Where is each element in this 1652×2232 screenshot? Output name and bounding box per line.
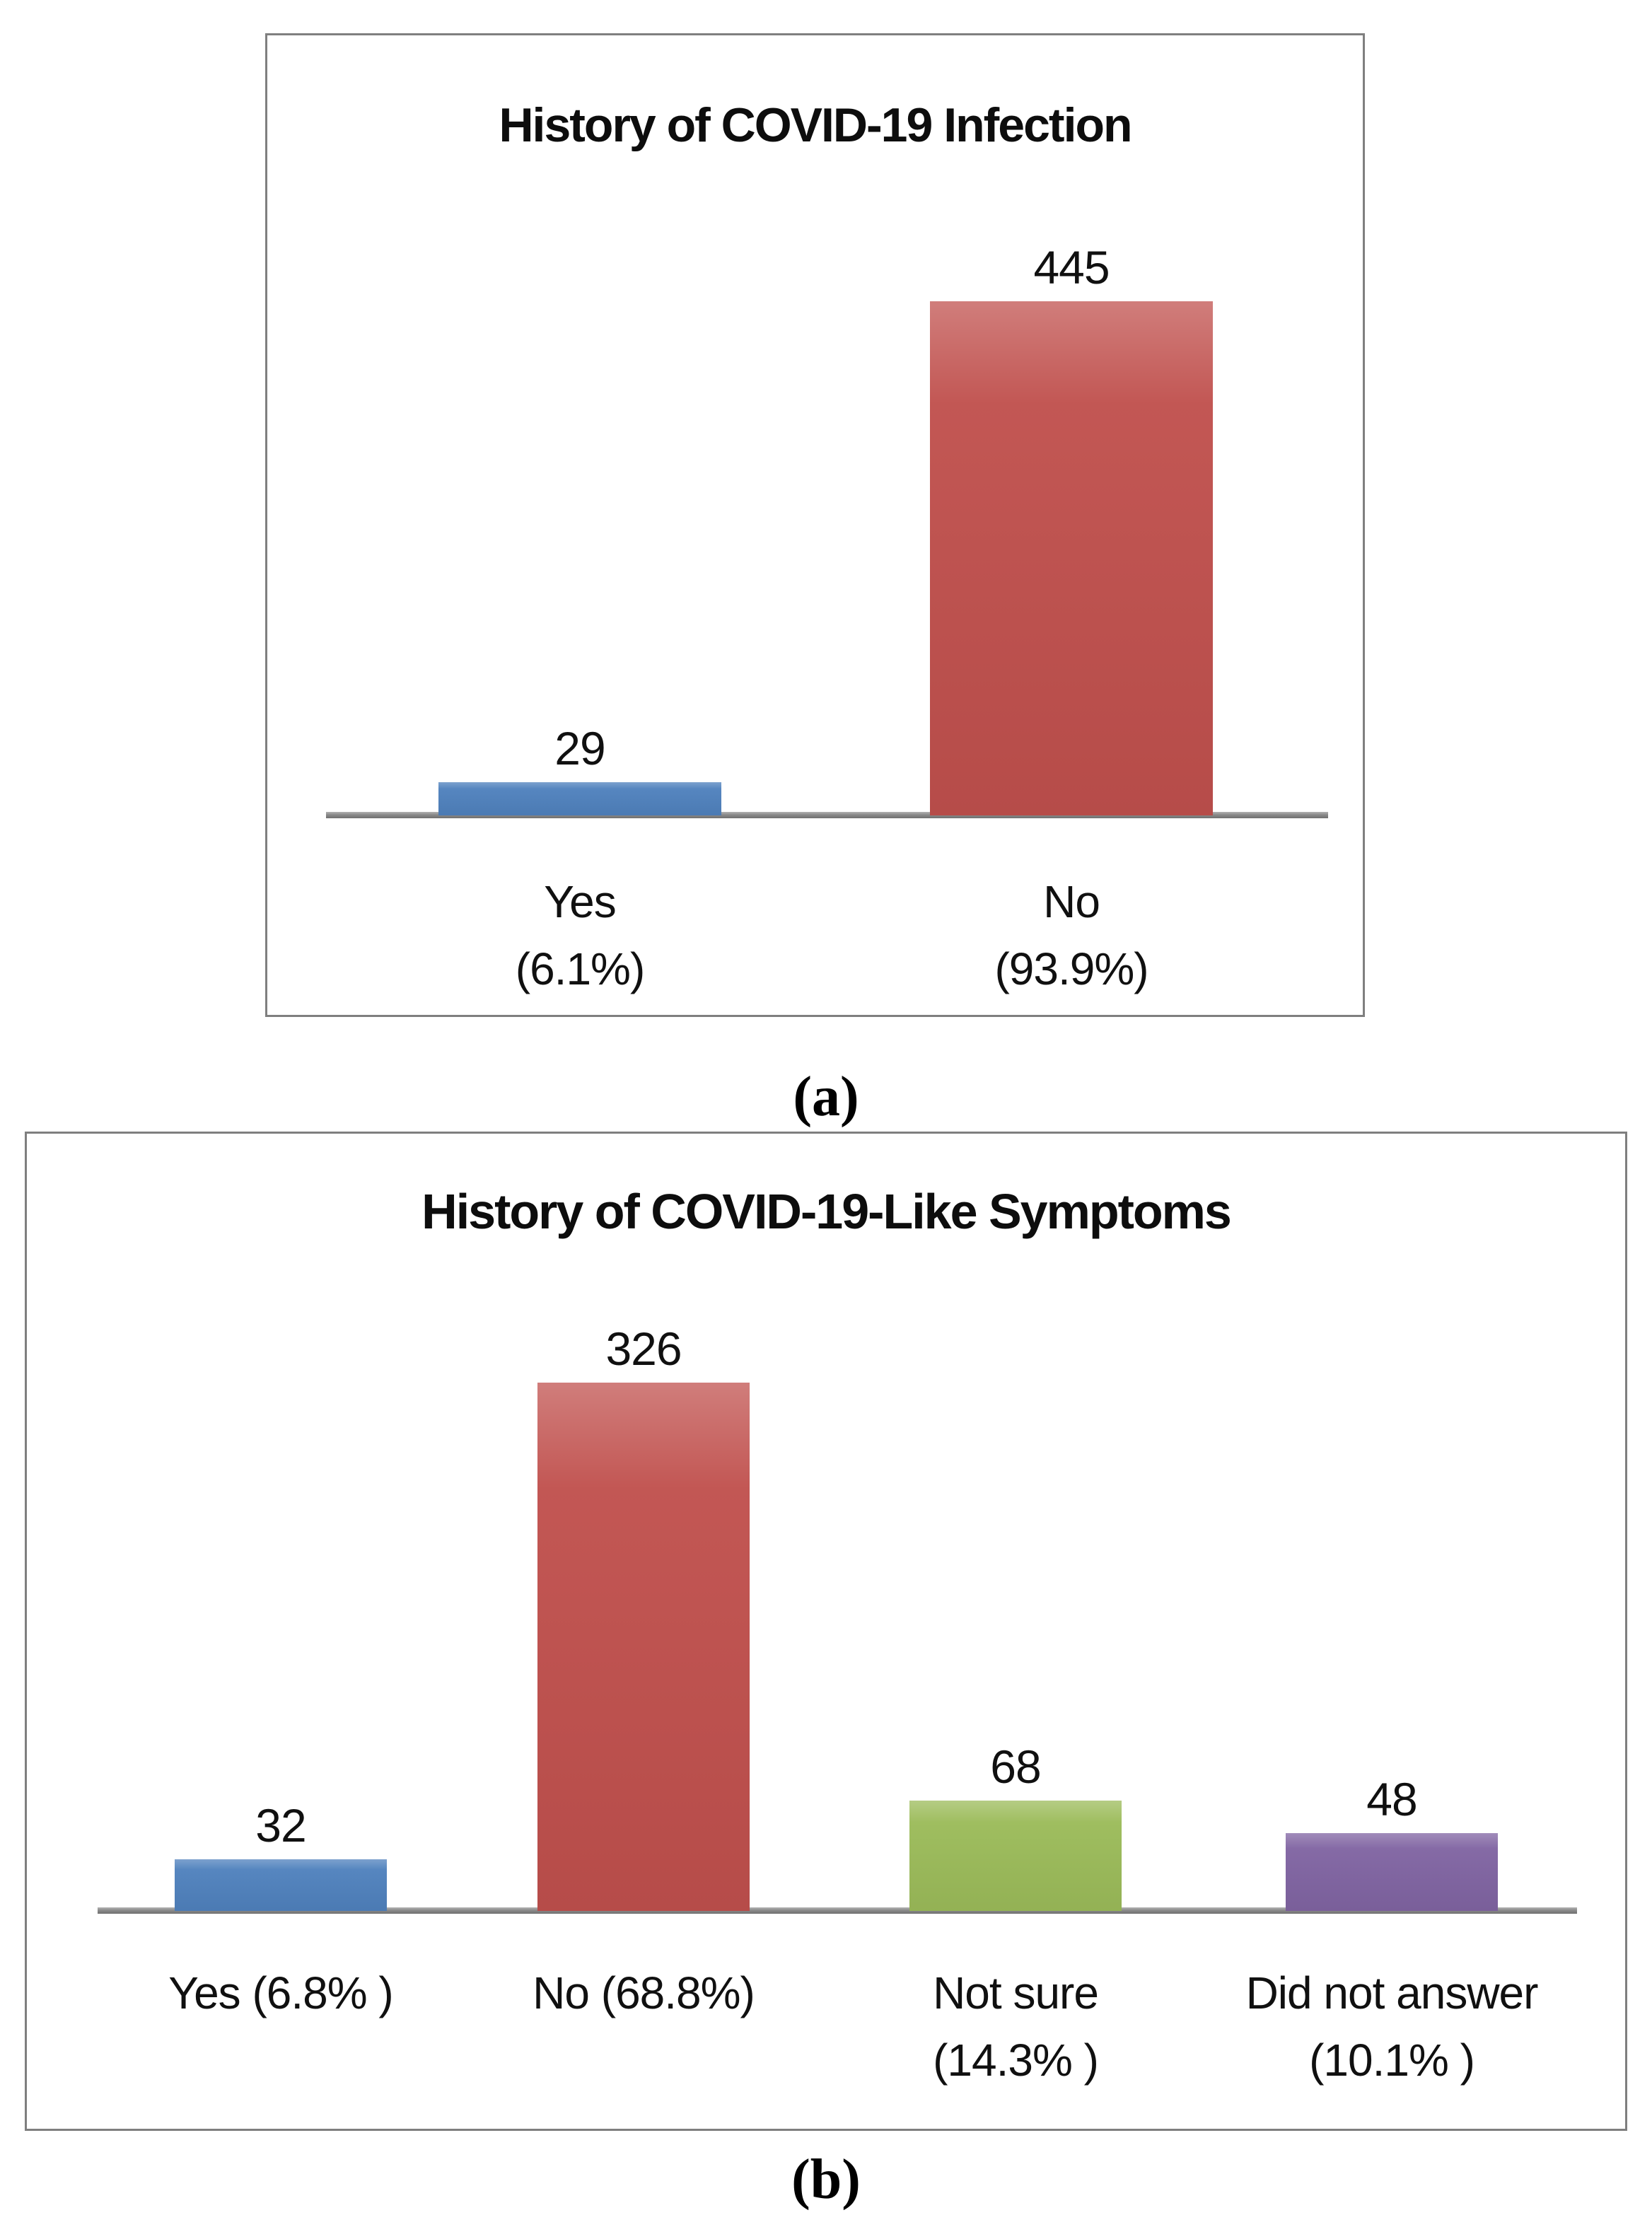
panel-b-caption: (b) bbox=[791, 2149, 861, 2211]
chart-b-plot: 32 Yes (6.8% ) 326 No (68.8%) 68 Not sure (14… bbox=[27, 1134, 1625, 2129]
value-label-no-68-8: 326 bbox=[605, 1323, 682, 1375]
tick-label-not-sure-14-3: Not sure (14.3% ) bbox=[933, 1967, 1099, 2086]
tick-label-no-68-8: No (68.8%) bbox=[533, 1967, 755, 2018]
chart-a-title: History of COVID-19 Infection bbox=[499, 98, 1132, 152]
chart-b-x-axis bbox=[98, 1907, 1577, 1914]
tick-label-no-93-9: No (93.9%) bbox=[994, 876, 1148, 994]
bar-no-93-9 bbox=[930, 301, 1213, 815]
value-label-yes-6-8: 32 bbox=[255, 1799, 306, 1852]
tick-label-yes-6-1: Yes (6.1%) bbox=[515, 876, 646, 994]
value-label-did-not-answer-10-1: 48 bbox=[1366, 1773, 1417, 1825]
tick-label-yes-6-8: Yes (6.8% ) bbox=[168, 1967, 393, 2018]
value-label-not-sure-14-3: 68 bbox=[990, 1740, 1041, 1793]
chart-b-title: History of COVID-19-Like Symptoms bbox=[421, 1184, 1232, 1239]
chart-a-x-axis bbox=[326, 812, 1328, 818]
chart-panel-b: History of COVID-19-Like Symptoms 32 Yes … bbox=[25, 1132, 1627, 2131]
value-label-no-93-9: 445 bbox=[1033, 241, 1110, 293]
chart-panel-a: History of COVID-19 Infection 29 Yes (6.1… bbox=[265, 33, 1365, 1017]
value-label-yes-6-1: 29 bbox=[554, 722, 605, 774]
bar-no-68-8 bbox=[537, 1383, 750, 1911]
bar-yes-6-1 bbox=[438, 782, 721, 815]
panel-a-caption: (a) bbox=[793, 1066, 859, 1128]
bar-not-sure-14-3 bbox=[909, 1801, 1122, 1911]
chart-a-plot: 29 Yes (6.1%) 445 No (93.9%) bbox=[267, 35, 1363, 1015]
tick-label-did-not-answer-10-1: Did not answer (10.1% ) bbox=[1245, 1967, 1539, 2086]
bar-did-not-answer-10-1 bbox=[1286, 1833, 1498, 1911]
bar-yes-6-8 bbox=[175, 1859, 387, 1911]
